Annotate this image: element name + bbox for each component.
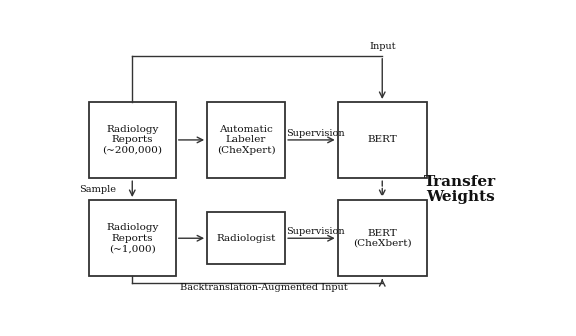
Text: Supervision: Supervision [286, 227, 345, 236]
Text: Radiology
Reports
(~200,000): Radiology Reports (~200,000) [103, 125, 162, 155]
Text: Automatic
Labeler
(CheXpert): Automatic Labeler (CheXpert) [217, 125, 275, 155]
Text: Input: Input [369, 42, 396, 51]
Bar [338, 200, 427, 277]
Text: Transfer
Weights: Transfer Weights [425, 174, 497, 204]
Text: Radiologist: Radiologist [217, 234, 276, 243]
Text: BERT
(CheXbert): BERT (CheXbert) [353, 228, 412, 248]
Bar [207, 102, 285, 178]
Bar [207, 212, 285, 264]
Text: BERT: BERT [367, 135, 397, 144]
Text: Radiology
Reports
(~1,000): Radiology Reports (~1,000) [106, 223, 158, 253]
Bar [89, 102, 176, 178]
Text: Supervision: Supervision [286, 129, 345, 138]
Text: Sample: Sample [79, 184, 116, 194]
Bar [338, 102, 427, 178]
Text: Backtranslation-Augmented Input: Backtranslation-Augmented Input [180, 283, 348, 292]
Bar [89, 200, 176, 277]
